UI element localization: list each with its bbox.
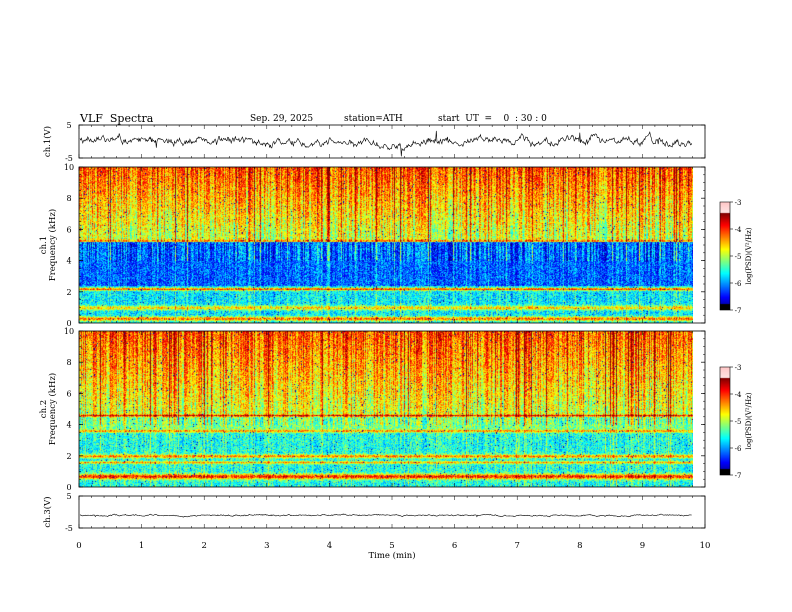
ytick-label-0: 0 (66, 483, 71, 492)
colorbar-tick-label--3: -3 (735, 199, 742, 207)
colorbar-tick-label--7: -7 (735, 472, 742, 480)
ch2-colorbar (720, 367, 730, 475)
ytick-label-5: 5 (66, 121, 71, 130)
xtick-label-8: 8 (577, 541, 582, 551)
colorbar-tick-label--4: -4 (735, 391, 742, 399)
xtick-label-2: 2 (201, 541, 206, 551)
colorbar-frame-2 (719, 366, 731, 476)
ytick-label--5: -5 (65, 524, 73, 533)
xtick-label-0: 0 (76, 541, 81, 551)
panel-frame-3 (78, 330, 706, 488)
ylabel-ch1-spectrogram: Frequency (kHz) (47, 209, 58, 281)
panel-frame-4 (78, 495, 706, 529)
xtick-label-9: 9 (640, 541, 645, 551)
colorbar-tick-label--5: -5 (735, 253, 742, 261)
colorbar-tick-label--6: -6 (735, 280, 742, 288)
ytick-label-6: 6 (66, 225, 71, 234)
ylabel-ch1-waveform: ch.1(V) (42, 126, 53, 157)
colorbar-tick-label--5: -5 (735, 418, 742, 426)
xtick-label-1: 1 (139, 541, 144, 551)
colorbar-tick-label--4: -4 (735, 226, 742, 234)
xtick-label-3: 3 (264, 541, 269, 551)
ch1-spectrogram-image (79, 167, 693, 323)
ch1-colorbar (720, 202, 730, 310)
ytick-label-0: 0 (66, 319, 71, 328)
panel-frame-1 (78, 124, 706, 159)
ch2-spectrogram-image (79, 331, 693, 487)
xtick-label-5: 5 (389, 541, 394, 551)
panel-frame-2 (78, 166, 706, 324)
ytick-label-8: 8 (66, 194, 71, 203)
ytick-label-2: 2 (66, 288, 71, 297)
colorbar-tick-label--6: -6 (735, 445, 742, 453)
xtick-label-7: 7 (514, 541, 519, 551)
ytick-label-4: 4 (66, 257, 71, 266)
ch1-waveform-line (79, 130, 693, 157)
ytick-label-6: 6 (66, 389, 71, 398)
ytick-label-5: 5 (66, 492, 71, 501)
xtick-label-10: 10 (700, 541, 711, 551)
ytick-label-10: 10 (64, 327, 74, 336)
colorbar-tick-label--3: -3 (735, 364, 742, 372)
colorbar-tick-label--7: -7 (735, 307, 742, 315)
figure-title: VLF Spectra (80, 112, 154, 125)
ch3-waveform-line (79, 513, 692, 518)
ytick-label-2: 2 (66, 452, 71, 461)
date-label: Sep. 29, 2025 (250, 114, 314, 124)
xtick-label-4: 4 (327, 541, 332, 551)
ylabel-ch3-waveform: ch.3(V) (42, 496, 53, 527)
start-time-label: start UT = 0 : 30 : 0 (438, 114, 547, 124)
station-label: station=ATH (344, 114, 403, 124)
ytick-label-10: 10 (64, 163, 74, 172)
ytick-label-4: 4 (66, 421, 71, 430)
colorbar-label-2: log(PSD)(V²/Hz) (745, 392, 753, 449)
ytick-label--5: -5 (65, 154, 73, 163)
ytick-label-8: 8 (66, 358, 71, 367)
xaxis-label: Time (min) (368, 550, 415, 561)
xtick-label-6: 6 (452, 541, 457, 551)
ylabel-ch2-spectrogram: ch.2 (39, 400, 49, 418)
colorbar-label-1: log(PSD)(V²/Hz) (745, 227, 753, 284)
colorbar-frame-1 (719, 201, 731, 311)
ylabel-ch1-spectrogram: ch.1 (39, 236, 49, 254)
ylabel-ch2-spectrogram: Frequency (kHz) (47, 373, 58, 445)
